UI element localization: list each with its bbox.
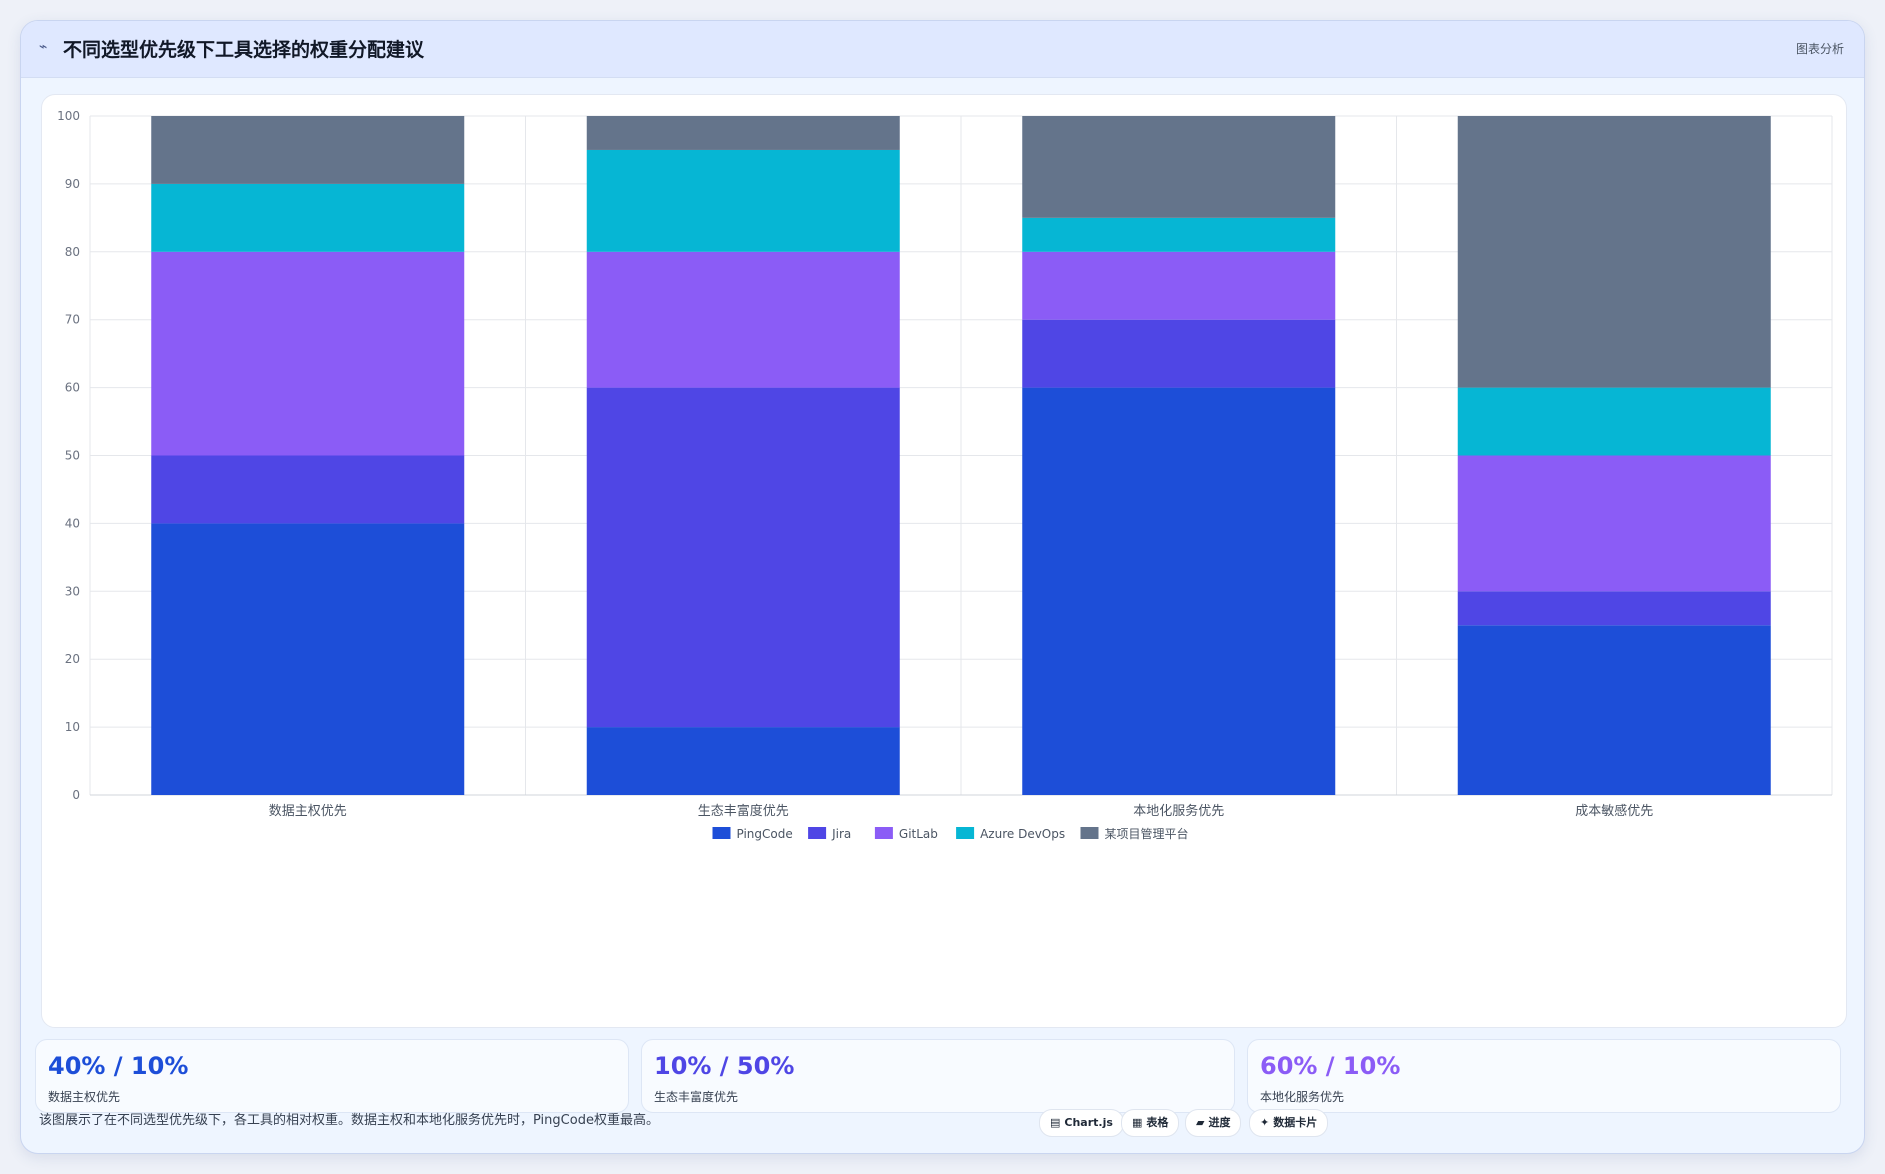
bar-segment <box>1457 625 1771 795</box>
legend-swatch <box>1080 827 1099 839</box>
kpi-label: 本地化服务优先 <box>1260 1090 1345 1104</box>
kpi-label: 生态丰富度优先 <box>654 1090 739 1104</box>
legend-swatch <box>874 827 893 839</box>
bar-segment <box>586 149 900 252</box>
chart-panel: 0 10 20 30 40 50 60 70 80 90 100 数据主权优先 生态丰富度优先 本地化服务… <box>41 94 1847 1028</box>
bar-segment <box>1022 319 1336 388</box>
bar-segment <box>1457 387 1771 456</box>
card-header: ⌁ 不同选型优先级下工具选择的权重分配建议 图表分析 <box>21 21 1864 78</box>
bar-segment <box>151 251 465 456</box>
bar-segment <box>586 387 900 728</box>
chip-data-card[interactable]: ✦ 数据卡片 <box>1249 1109 1329 1137</box>
bar-segment <box>586 116 900 150</box>
chart-analysis-label: 图表分析 <box>1795 42 1844 56</box>
chip-label: 进度 <box>1208 1116 1231 1129</box>
chart-icon: ▤ <box>1050 1116 1061 1129</box>
y-tick-label: 50 <box>65 449 80 463</box>
bar-segment <box>1457 116 1771 388</box>
kpi-card-localization: 60% / 10% 本地化服务优先 <box>1247 1039 1841 1113</box>
kpi-card-data-sovereignty: 40% / 10% 数据主权优先 <box>35 1039 629 1113</box>
y-tick-label: 80 <box>65 245 80 259</box>
bar-segment <box>151 455 465 524</box>
bar-segment <box>151 523 465 795</box>
sparkle-icon: ✦ <box>1260 1116 1270 1129</box>
bar-segment <box>1457 591 1771 626</box>
legend-label: PingCode <box>737 827 793 841</box>
bar-segment <box>1457 455 1771 592</box>
x-tick-label: 成本敏感优先 <box>1575 803 1653 819</box>
chart-card: ⌁ 不同选型优先级下工具选择的权重分配建议 图表分析 0 10 20 30 40 50 60… <box>20 20 1865 1154</box>
kpi-value: 10% / 50% <box>654 1052 795 1080</box>
legend-swatch <box>956 827 975 839</box>
bar-segment <box>1022 217 1336 252</box>
kpi-label: 数据主权优先 <box>48 1090 121 1104</box>
chip-label: Chart.js <box>1064 1116 1113 1129</box>
legend-swatch <box>808 827 827 839</box>
bar-segment <box>151 183 465 252</box>
bar-segment <box>586 727 900 795</box>
chip-chartjs[interactable]: ▤ Chart.js <box>1039 1109 1124 1137</box>
x-tick-label: 生态丰富度优先 <box>698 803 789 819</box>
chart-line-icon: ⌁ <box>39 39 48 55</box>
table-icon: ▦ <box>1132 1116 1143 1129</box>
kpi-card-ecosystem: 10% / 50% 生态丰富度优先 <box>641 1039 1235 1113</box>
bar-segment <box>1022 387 1336 795</box>
bar-segment <box>1022 251 1336 320</box>
y-tick-label: 0 <box>72 788 80 802</box>
y-tick-label: 100 <box>57 109 80 123</box>
kpi-value: 40% / 10% <box>48 1052 189 1080</box>
legend-swatch <box>712 827 731 839</box>
y-tick-label: 70 <box>65 313 80 327</box>
y-tick-label: 90 <box>65 177 80 191</box>
progress-icon: ▰ <box>1196 1116 1205 1129</box>
bar-segment <box>151 116 465 184</box>
x-tick-label: 本地化服务优先 <box>1133 803 1224 819</box>
y-tick-label: 20 <box>65 652 80 666</box>
x-tick-label: 数据主权优先 <box>269 803 347 819</box>
bar-segment <box>586 251 900 388</box>
legend-label: GitLab <box>899 827 938 841</box>
chip-progress[interactable]: ▰ 进度 <box>1185 1109 1242 1137</box>
bar-segment <box>1022 116 1336 218</box>
legend-label: Azure DevOps <box>980 827 1065 841</box>
y-tick-label: 40 <box>65 516 80 530</box>
y-tick-label: 60 <box>65 381 80 395</box>
y-tick-label: 30 <box>65 584 80 598</box>
chip-label: 表格 <box>1146 1116 1169 1129</box>
legend-label: Jira <box>831 827 851 841</box>
chip-table[interactable]: ▦ 表格 <box>1121 1109 1180 1137</box>
page-title: 不同选型优先级下工具选择的权重分配建议 <box>63 39 425 61</box>
legend-label: 某项目管理平台 <box>1105 826 1189 841</box>
stacked-bar-chart: 0 10 20 30 40 50 60 70 80 90 100 数据主权优先 生态丰富度优先 本地化服务… <box>57 109 1833 841</box>
kpi-value: 60% / 10% <box>1260 1052 1401 1080</box>
chip-label: 数据卡片 <box>1273 1116 1318 1129</box>
chart-footnote: 该图展示了在不同选型优先级下，各工具的相对权重。数据主权和本地化服务优先时，Pi… <box>39 1113 659 1128</box>
y-tick-label: 10 <box>65 720 80 734</box>
